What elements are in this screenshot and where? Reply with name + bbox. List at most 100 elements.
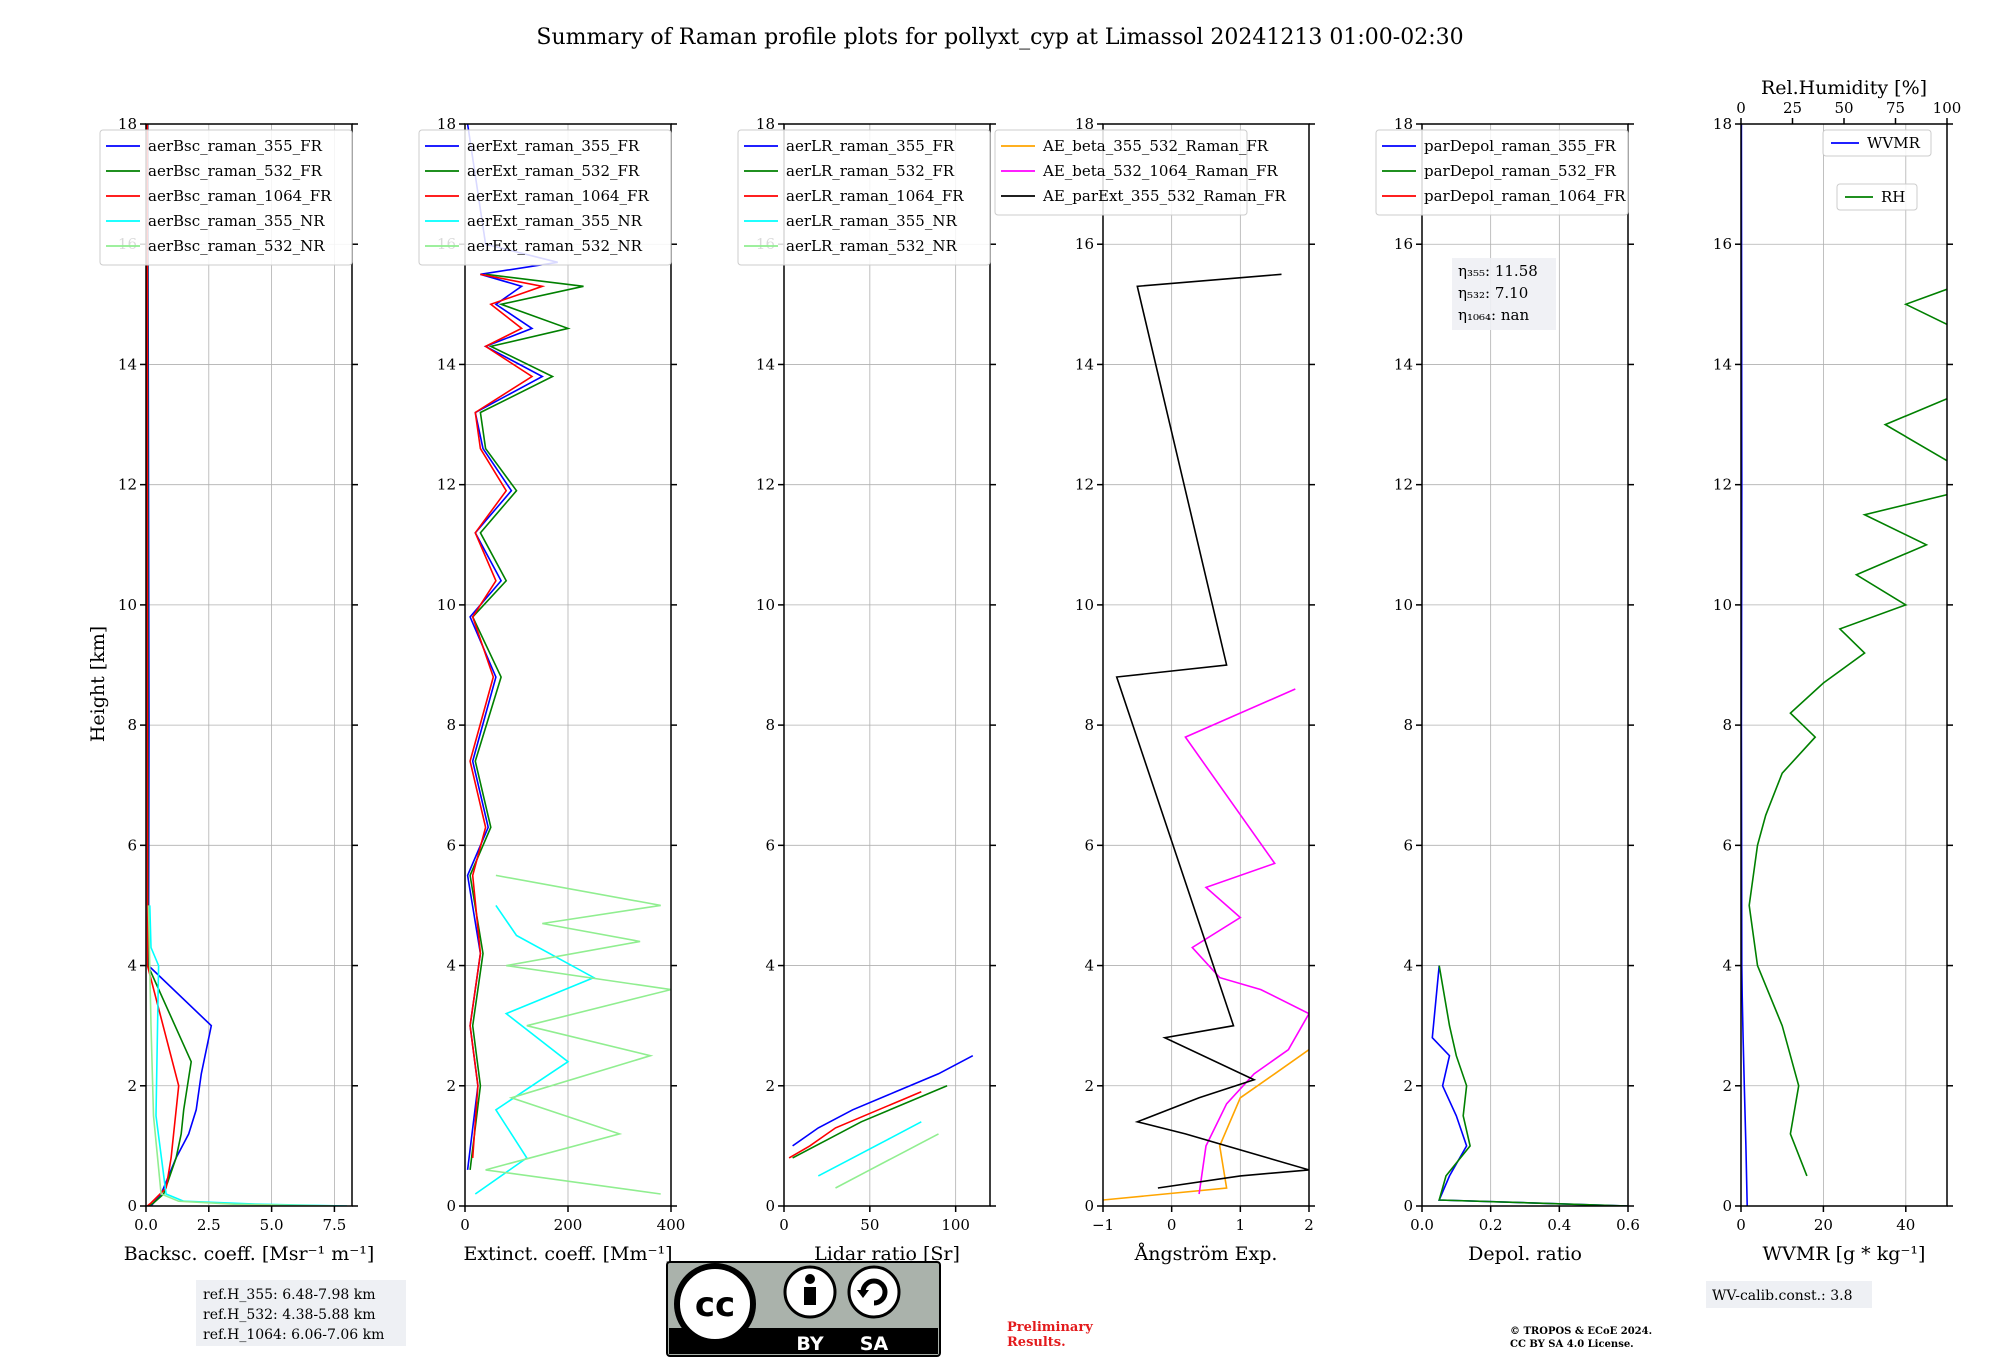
legend-entry: parDepol_raman_532_FR: [1424, 162, 1617, 180]
series-line-aerBsc_raman_355_NR: [149, 905, 348, 1206]
cc-mark: cc: [695, 1285, 735, 1325]
y-tick-label: 14: [1713, 355, 1732, 373]
y-tick-label: 4: [765, 957, 775, 975]
x-tick-label: 400: [657, 1216, 686, 1234]
legend-entry: aerExt_raman_355_NR: [467, 212, 643, 230]
y-tick-label: 8: [446, 716, 456, 734]
legend-entry: RH: [1881, 188, 1905, 206]
y-tick-label: 6: [1084, 836, 1094, 854]
legend-entry: aerLR_raman_532_FR: [786, 162, 955, 180]
legend-box: [1836, 183, 1918, 211]
y-tick-label: 10: [756, 596, 775, 614]
x-axis-label: WVMR [g * kg⁻¹]: [1763, 1243, 1926, 1265]
series-line-aerLR_raman_1064_FR: [788, 1091, 922, 1159]
y-tick-label: 12: [1394, 476, 1413, 494]
top-x-tick-label: 100: [1933, 99, 1962, 117]
x-tick-label: 7.5: [322, 1216, 346, 1234]
legend-entry: WVMR: [1867, 134, 1921, 152]
x-tick-label: 0.0: [134, 1216, 158, 1234]
legend-box: [418, 129, 672, 266]
series-line-aerExt_raman_1064_FR: [469, 273, 546, 1158]
series-line-aerBsc_raman_532_FR: [146, 124, 193, 1206]
legend-box: [1822, 129, 1932, 157]
y-tick-label: 10: [1394, 596, 1413, 614]
chart-title: Summary of Raman profile plots for polly…: [536, 25, 1463, 50]
preliminary-note-line2: Results.: [1007, 1335, 1066, 1350]
series-line-WVMR: [1741, 124, 1748, 1206]
y-tick-label: 4: [127, 957, 137, 975]
x-tick-label: 0: [779, 1216, 789, 1234]
y-tick-label: 12: [1713, 476, 1732, 494]
y-tick-label: 10: [1075, 596, 1094, 614]
series-line-AE_beta_355_532_Raman_FR: [1103, 1049, 1309, 1201]
x-axis-label: Backsc. coeff. [Msr⁻¹ m⁻¹]: [124, 1243, 375, 1265]
y-tick-label: 12: [756, 476, 775, 494]
y-tick-label: 0: [1722, 1197, 1732, 1215]
series-line-parDepol_raman_532_FR: [1438, 965, 1628, 1206]
panel-2: 0200400024681012141618Extinct. coeff. [M…: [418, 115, 686, 1265]
y-tick-label: 12: [437, 476, 456, 494]
y-tick-label: 8: [1722, 716, 1732, 734]
legend-entry: aerLR_raman_355_NR: [786, 212, 957, 230]
eta-annotation: η₃₅₅: 11.58: [1458, 262, 1538, 280]
y-tick-label: 0: [1403, 1197, 1413, 1215]
ref-height-1064: ref.H_1064: 6.06-7.06 km: [203, 1327, 384, 1343]
y-tick-label: 2: [765, 1077, 775, 1095]
series-line-aerLR_raman_355_NR: [817, 1121, 922, 1177]
series-line-aerLR_raman_532_FR: [792, 1085, 948, 1159]
ref-height-532: ref.H_532: 4.38-5.88 km: [203, 1307, 376, 1323]
y-tick-label: 8: [127, 716, 137, 734]
series-line-aerLR_raman_355_FR: [792, 1054, 974, 1147]
x-tick-label: −1: [1092, 1216, 1114, 1234]
top-x-tick-label: 75: [1886, 99, 1905, 117]
legend-box: [1375, 129, 1629, 216]
legend-entry: aerBsc_raman_1064_FR: [148, 187, 332, 205]
eta-annotation: η₅₃₂: 7.10: [1458, 284, 1528, 302]
y-tick-label: 4: [1722, 957, 1732, 975]
top-x-axis-label: Rel.Humidity [%]: [1761, 77, 1927, 99]
panel-frame: [1102, 123, 1310, 1207]
y-tick-label: 18: [1713, 115, 1732, 133]
series-line-aerBsc_raman_532_NR: [147, 905, 335, 1206]
reference-height-box: [196, 1280, 406, 1346]
x-tick-label: 0.6: [1616, 1216, 1640, 1234]
top-x-tick-label: 0: [1736, 99, 1746, 117]
cc-circle-icon: [674, 1263, 756, 1345]
eta-annotation-box: [1452, 258, 1556, 330]
series-line-aerLR_raman_532_NR: [835, 1133, 939, 1189]
y-tick-label: 10: [437, 596, 456, 614]
x-tick-label: 0: [460, 1216, 470, 1234]
y-tick-label: 4: [446, 957, 456, 975]
legend-entry: aerExt_raman_532_FR: [467, 162, 640, 180]
y-tick-label: 6: [1403, 836, 1413, 854]
x-axis-label: Ångström Exp.: [1134, 1243, 1278, 1265]
legend-entry: aerExt_raman_532_NR: [467, 237, 643, 255]
panel-5: 0.0 0.2 0.4 0.6 0 2 4 6 8 10 12 14 16 18 Depol. ratio p…: [1375, 115, 1640, 1265]
y-tick-label: 8: [1084, 716, 1094, 734]
legend-entry: AE_parExt_355_532_Raman_FR: [1042, 187, 1287, 205]
y-tick-label: 0: [1084, 1197, 1094, 1215]
footer: ref.H_355: 6.48-7.98 km ref.H_532: 4.38-…: [196, 1261, 1872, 1357]
x-tick-label: 100: [941, 1216, 970, 1234]
y-tick-label: 12: [1075, 476, 1094, 494]
x-tick-label: 0.2: [1479, 1216, 1503, 1234]
cc-by-label: BY: [796, 1333, 823, 1355]
y-tick-label: 14: [437, 355, 456, 373]
x-tick-label: 2: [1304, 1216, 1314, 1234]
panels: 0.02.55.07.5024681012141618Backsc. coeff…: [99, 77, 1962, 1265]
x-tick-label: 200: [554, 1216, 583, 1234]
panel-6: 0 20 40 0 2 4 6 8 10 12 14 16 18 WVMR [g * kg⁻¹] 0 25 50…: [1713, 77, 1962, 1265]
panel-frame: [145, 123, 353, 1207]
panel-frame: [783, 123, 991, 1207]
x-tick-label: 40: [1896, 1216, 1915, 1234]
series-line-RH: [1748, 184, 1947, 1177]
panel-3: 050100024681012141618Lidar ratio [Sr]aer…: [737, 115, 996, 1265]
y-tick-label: 10: [1713, 596, 1732, 614]
legend-entry: aerBsc_raman_355_NR: [148, 212, 325, 230]
legend-entry: aerExt_raman_1064_FR: [467, 187, 649, 205]
series-line-AE_parExt_355_532_Raman_FR: [1115, 273, 1309, 1189]
y-tick-label: 0: [765, 1197, 775, 1215]
y-tick-label: 4: [1084, 957, 1094, 975]
share-alike-icon: [847, 1265, 901, 1319]
